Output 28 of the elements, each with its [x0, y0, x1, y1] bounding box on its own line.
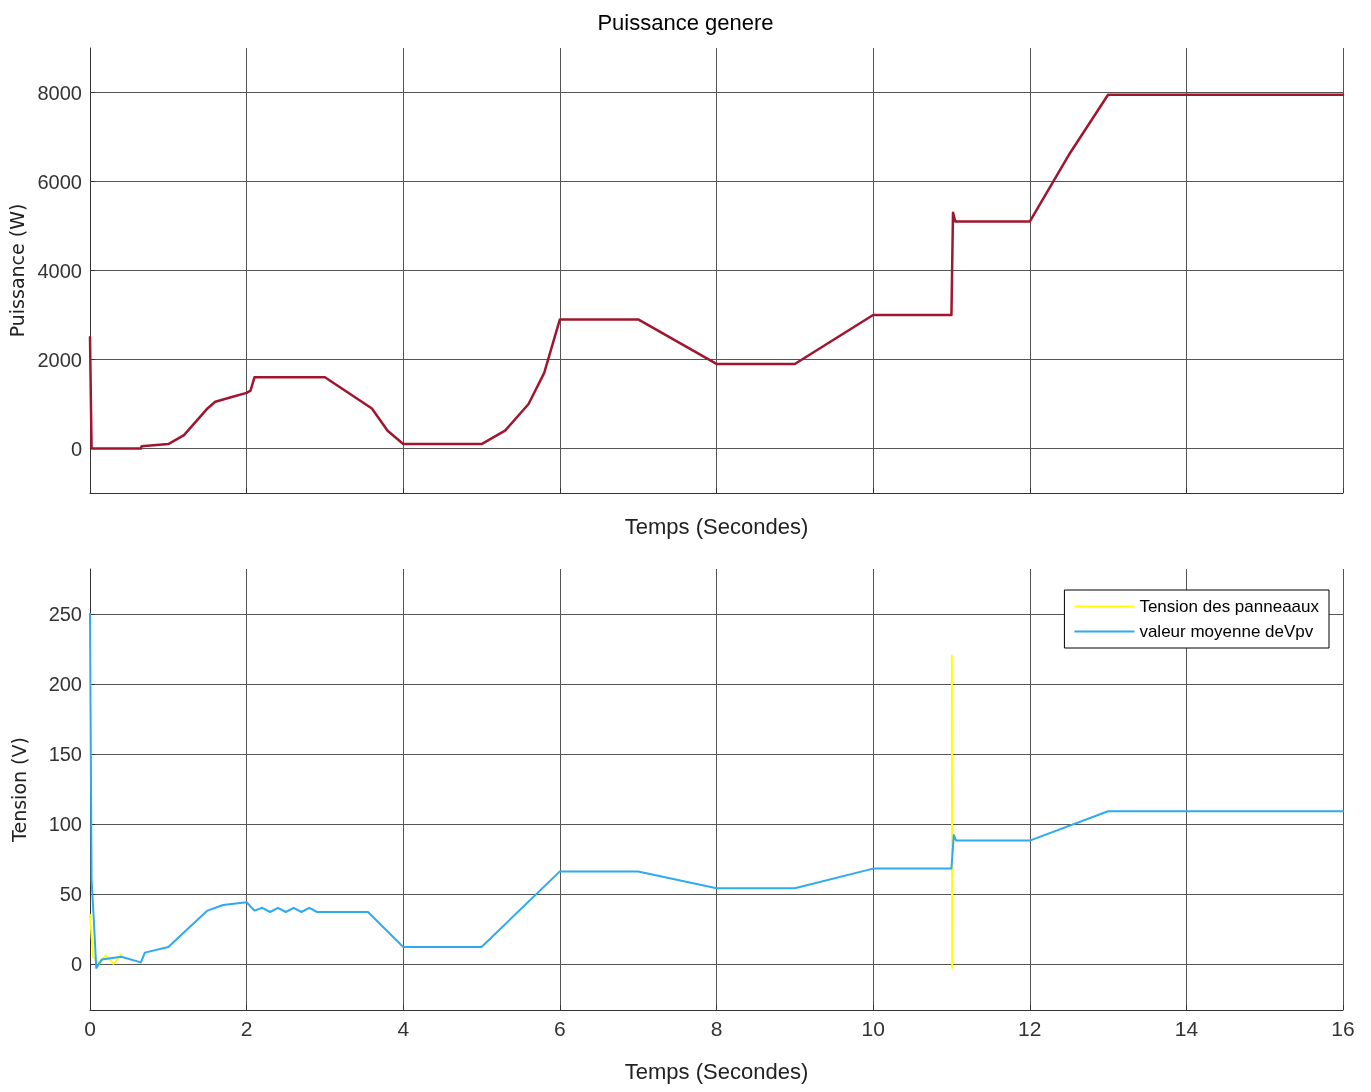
y-tick-label: 100: [48, 812, 82, 835]
y-tick-label: 8000: [37, 81, 82, 104]
y-tick-label: 250: [48, 602, 82, 625]
x-axis-title: Temps (Secondes): [624, 513, 809, 539]
line-series: [88, 93, 1345, 450]
y-axis-title: Tension (V): [7, 737, 30, 843]
x-tick-label: 8: [710, 1017, 723, 1040]
y-tick-label: 200: [48, 672, 82, 695]
x-tick-label: 2: [240, 1017, 253, 1040]
x-tick-label: 6: [554, 1017, 566, 1040]
y-tick-label: 150: [48, 742, 82, 765]
x-tick-label: 10: [861, 1017, 885, 1040]
x-tick-label: 14: [1174, 1017, 1199, 1040]
x-tick-label: 12: [1018, 1017, 1042, 1040]
y-tick-label: 0: [70, 952, 82, 975]
x-tick-label: 0: [84, 1017, 96, 1040]
y-tick-label: 6000: [37, 170, 82, 193]
chart-title: Puissance genere: [597, 9, 774, 35]
x-tick-label: 16: [1331, 1017, 1355, 1040]
y-tick-label: 0: [70, 437, 82, 460]
x-tick-label: 4: [397, 1017, 410, 1040]
y-tick-label: 4000: [37, 259, 82, 282]
y-axis-title: Puissance (W): [6, 203, 29, 338]
x-axis-title: Temps (Secondes): [624, 1058, 809, 1084]
legend-label: valeur moyenne deVpv: [1139, 622, 1314, 641]
y-tick-label: 2000: [37, 348, 82, 371]
y-tick-label: 50: [59, 882, 82, 905]
legend-label: Tension des panneaaux: [1139, 597, 1320, 616]
